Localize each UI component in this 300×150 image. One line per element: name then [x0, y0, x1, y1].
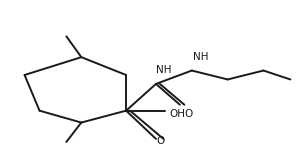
Text: O: O	[156, 136, 165, 146]
Text: O: O	[184, 109, 193, 119]
Text: OH: OH	[169, 109, 185, 119]
Text: NH: NH	[193, 52, 209, 62]
Text: NH: NH	[156, 65, 172, 75]
